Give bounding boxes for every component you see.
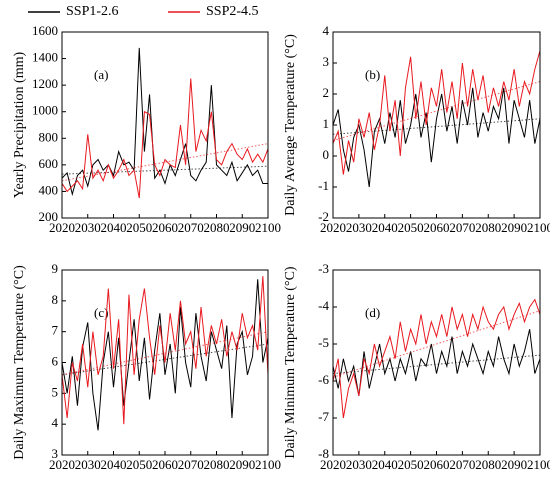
y-tick-label: -1 [318,178,329,193]
x-tick-label: 2030 [75,220,101,235]
x-tick-label: 2040 [101,457,127,472]
y-axis-label: Daily Maximum Temperature (°C) [12,265,27,460]
x-tick-label: 2020 [320,457,346,472]
x-tick-label: 2020 [320,220,346,235]
y-tick-label: 2 [323,85,330,100]
y-tick-label: 3 [52,446,59,461]
x-tick-label: 2090 [501,457,527,472]
x-tick-label: 2090 [501,220,527,235]
y-tick-label: 1000 [32,103,58,118]
y-tick-label: 1400 [32,50,58,65]
y-tick-label: -5 [318,335,329,350]
trend-line [61,331,269,376]
plot-frame [61,269,269,456]
x-tick-label: 2100 [527,457,550,472]
series-line [332,87,541,188]
x-tick-label: 2040 [372,220,398,235]
x-tick-label: 2040 [372,457,398,472]
legend-label: SSP2-4.5 [206,4,259,19]
x-tick-label: 2080 [204,220,230,235]
y-tick-label: 7 [52,323,59,338]
series-line [332,329,541,396]
y-tick-label: 4 [52,415,59,430]
y-tick-label: -7 [318,409,329,424]
x-tick-label: 2050 [398,220,424,235]
x-tick-label: 2030 [346,457,372,472]
y-tick-label: 1200 [32,76,58,91]
y-tick-label: -2 [318,209,329,224]
x-tick-label: 2100 [527,220,550,235]
x-tick-label: 2060 [152,220,178,235]
x-tick-label: 2050 [398,457,424,472]
x-tick-label: 2080 [475,457,501,472]
series-line [61,276,269,425]
x-tick-label: 2060 [152,457,178,472]
trend-line [61,165,269,175]
trend-line [332,81,541,141]
y-tick-label: 600 [39,156,59,171]
y-tick-label: 400 [39,182,59,197]
plot-frame [61,31,269,219]
y-axis-label: Daily Minimum Temperature (°C) [283,266,298,458]
x-tick-label: 2030 [75,457,101,472]
series-line [332,298,541,419]
y-tick-label: 8 [52,292,59,307]
x-tick-label: 2070 [449,457,475,472]
series-line [61,279,269,431]
y-tick-label: 200 [39,209,59,224]
y-axis-label: Yearly Precipitation (mm) [12,52,27,199]
y-tick-label: -3 [318,261,329,276]
x-tick-label: 2080 [204,457,230,472]
x-tick-label: 2070 [178,220,204,235]
x-tick-label: 2070 [449,220,475,235]
y-tick-label: -4 [318,298,329,313]
panel-label: (c) [94,305,108,320]
y-tick-label: 9 [52,261,59,276]
x-tick-label: 2050 [126,220,152,235]
panel-label: (b) [365,67,380,82]
x-tick-label: 2030 [346,220,372,235]
y-tick-label: 4 [323,23,330,38]
trend-line [332,118,541,135]
x-tick-label: 2060 [424,220,450,235]
y-axis-label: Daily Average Temperature (°C) [283,34,298,216]
x-tick-label: 2100 [255,457,281,472]
series-line [332,50,541,175]
x-tick-label: 2050 [126,457,152,472]
x-tick-label: 2020 [49,457,75,472]
plot-frame [332,269,541,456]
trend-line [332,310,541,378]
x-tick-label: 2080 [475,220,501,235]
y-tick-label: 5 [52,384,59,399]
y-tick-label: 800 [39,129,59,144]
legend-label: SSP1-2.6 [66,4,119,19]
panel-label: (d) [365,305,380,320]
x-tick-label: 2090 [229,220,255,235]
x-tick-label: 2070 [178,457,204,472]
y-tick-label: 0 [323,147,330,162]
y-tick-label: 1600 [32,23,58,38]
y-tick-label: -8 [318,446,329,461]
y-tick-label: 6 [52,353,59,368]
series-line [61,78,269,199]
x-tick-label: 2020 [49,220,75,235]
panel-label: (a) [94,67,108,82]
x-tick-label: 2100 [255,220,281,235]
x-tick-label: 2040 [101,220,127,235]
plot-frame [332,31,541,219]
x-tick-label: 2090 [229,457,255,472]
y-tick-label: 3 [323,54,330,69]
y-tick-label: 1 [323,116,330,131]
x-tick-label: 2060 [424,457,450,472]
y-tick-label: -6 [318,372,329,387]
series-line [61,47,268,197]
